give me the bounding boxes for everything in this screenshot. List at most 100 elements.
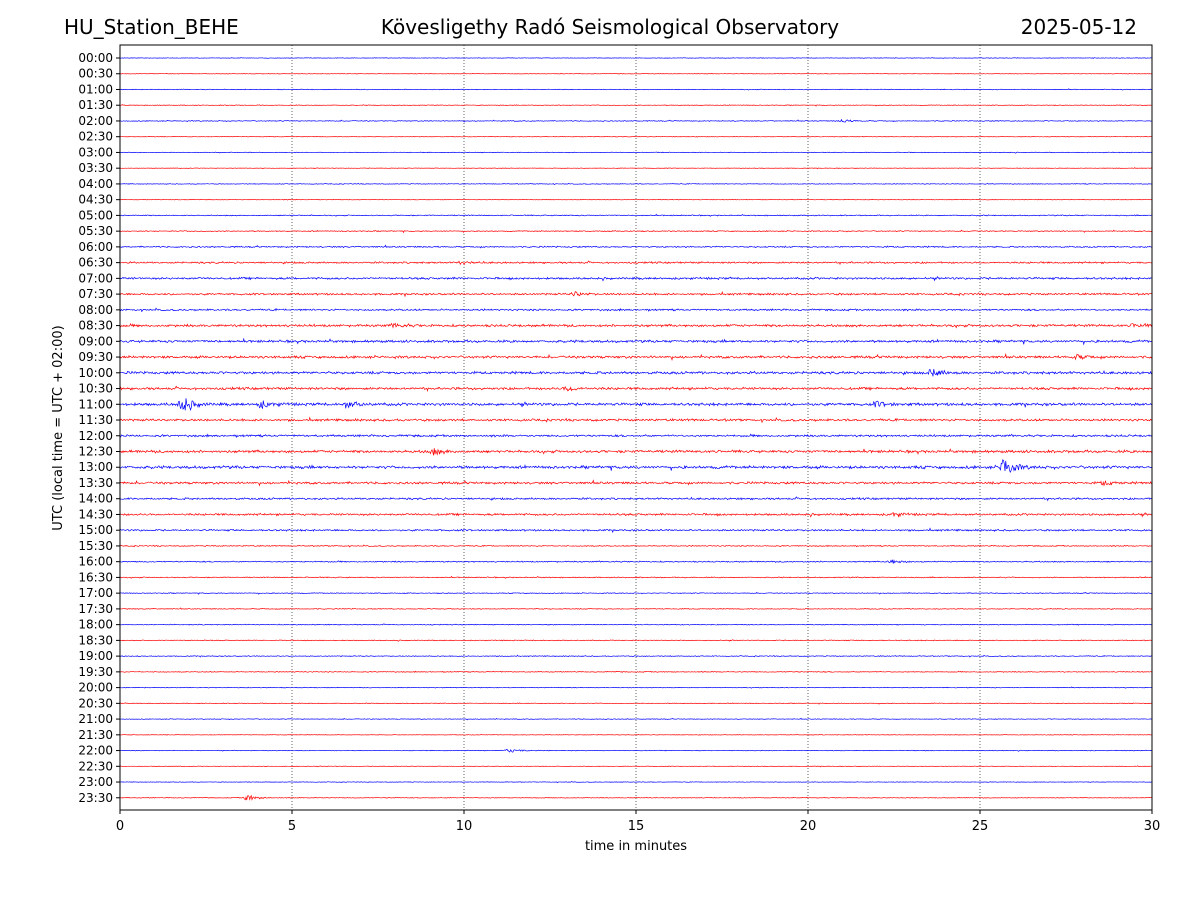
y-tick-label-0730: 07:30 <box>78 287 113 301</box>
y-tick-label-1000: 10:00 <box>78 366 113 380</box>
y-tick-label-1530: 15:30 <box>78 539 113 553</box>
x-ticks: 0 5 10 15 20 25 30 <box>116 810 1160 834</box>
y-tick-label-0830: 08:30 <box>78 319 113 333</box>
y-tick-label-0300: 03:00 <box>78 145 113 159</box>
trace-0930 <box>119 353 1153 362</box>
y-tick-label-2200: 22:00 <box>78 744 113 758</box>
trace-0400 <box>119 182 1153 186</box>
trace-0730 <box>119 290 1153 298</box>
trace-1930 <box>119 670 1153 673</box>
y-tick-label-2100: 21:00 <box>78 712 113 726</box>
y-tick-label-1700: 17:00 <box>78 586 113 600</box>
trace-1200 <box>119 433 1153 439</box>
plot-frame <box>119 44 1153 811</box>
x-tick-label-20: 20 <box>800 819 817 834</box>
y-tick-label-2230: 22:30 <box>78 759 113 773</box>
y-tick-label-0400: 04:00 <box>78 177 113 191</box>
y-tick-label-1200: 12:00 <box>78 429 113 443</box>
trace-1330 <box>119 479 1153 487</box>
y-tick-label-0100: 01:00 <box>78 82 113 96</box>
y-tick-label-2130: 21:30 <box>78 728 113 742</box>
trace-1700 <box>119 591 1153 595</box>
trace-0830 <box>119 322 1153 329</box>
trace-1500 <box>119 527 1153 534</box>
trace-2300 <box>119 781 1153 783</box>
y-tick-label-1100: 11:00 <box>78 397 113 411</box>
trace-2200 <box>119 748 1153 753</box>
trace-1800 <box>119 623 1153 626</box>
x-tick-label-25: 25 <box>972 819 989 834</box>
y-tick-label-1630: 16:30 <box>78 570 113 584</box>
trace-0230 <box>119 135 1153 138</box>
y-tick-label-0700: 07:00 <box>78 271 113 285</box>
y-tick-label-0900: 09:00 <box>78 334 113 348</box>
y-tick-label-0130: 01:30 <box>78 98 113 112</box>
y-tick-label-1300: 13:00 <box>78 460 113 474</box>
y-tick-label-0330: 03:30 <box>78 161 113 175</box>
trace-1300 <box>119 459 1153 474</box>
trace-1600 <box>119 559 1153 564</box>
y-tick-label-0230: 02:30 <box>78 130 113 144</box>
y-tick-label-2330: 23:30 <box>78 791 113 805</box>
y-tick-label-1430: 14:30 <box>78 507 113 521</box>
y-tick-label-0530: 05:30 <box>78 224 113 238</box>
x-tick-label-30: 30 <box>1144 819 1161 834</box>
trace-0330 <box>119 167 1153 170</box>
y-tick-label-0630: 06:30 <box>78 256 113 270</box>
y-tick-label-1600: 16:00 <box>78 555 113 569</box>
y-tick-label-1500: 15:00 <box>78 523 113 537</box>
trace-1030 <box>119 385 1153 392</box>
y-tick-label-0030: 00:30 <box>78 67 113 81</box>
y-tick-label-2030: 20:30 <box>78 696 113 710</box>
y-tick-label-0930: 09:30 <box>78 350 113 364</box>
y-tick-label-1730: 17:30 <box>78 602 113 616</box>
x-tick-label-5: 5 <box>288 819 296 834</box>
trace-0000 <box>119 57 1153 59</box>
y-axis-label: UTC (local time = UTC + 02:00) <box>51 325 66 530</box>
trace-0600 <box>119 244 1153 249</box>
trace-0300 <box>119 151 1153 154</box>
y-tick-label-1900: 19:00 <box>78 649 113 663</box>
trace-2030 <box>119 702 1153 705</box>
y-tick-label-2000: 20:00 <box>78 681 113 695</box>
trace-1230 <box>119 448 1153 456</box>
trace-1730 <box>119 607 1153 611</box>
y-tick-label-0430: 04:30 <box>78 193 113 207</box>
trace-2130 <box>119 733 1153 736</box>
x-axis-label: time in minutes <box>585 839 687 854</box>
trace-0430 <box>119 198 1153 201</box>
y-tick-label-1830: 18:30 <box>78 633 113 647</box>
trace-0900 <box>119 337 1153 346</box>
station-name: HU_Station_BEHE <box>64 15 239 39</box>
x-tick-label-15: 15 <box>628 819 645 834</box>
trace-0100 <box>119 88 1153 91</box>
chart-title: Kövesligethy Radó Seismological Observat… <box>380 15 840 39</box>
trace-0030 <box>119 72 1153 75</box>
y-tick-label-0200: 02:00 <box>78 114 113 128</box>
trace-1430 <box>119 512 1153 518</box>
x-tick-label-10: 10 <box>456 819 473 834</box>
trace-1000 <box>119 368 1153 377</box>
trace-0700 <box>119 276 1153 282</box>
trace-2330 <box>119 794 1153 801</box>
trace-1830 <box>119 639 1153 642</box>
y-tick-label-0500: 05:00 <box>78 208 113 222</box>
y-tick-label-1800: 18:00 <box>78 618 113 632</box>
trace-0130 <box>119 104 1153 107</box>
plot-background <box>120 45 1152 810</box>
trace-2000 <box>119 686 1153 689</box>
trace-1100 <box>119 398 1153 412</box>
y-tick-label-1130: 11:30 <box>78 413 113 427</box>
y-tick-label-0600: 06:00 <box>78 240 113 254</box>
trace-0630 <box>119 260 1153 266</box>
trace-1900 <box>119 654 1153 658</box>
y-tick-label-1030: 10:30 <box>78 382 113 396</box>
trace-1630 <box>119 575 1153 579</box>
y-tick-label-1930: 19:30 <box>78 665 113 679</box>
y-tick-label-1330: 13:30 <box>78 476 113 490</box>
y-tick-label-1400: 14:00 <box>78 492 113 506</box>
y-tick-label-0000: 00:00 <box>78 51 113 65</box>
trace-2230 <box>119 765 1153 768</box>
trace-group <box>119 57 1153 801</box>
